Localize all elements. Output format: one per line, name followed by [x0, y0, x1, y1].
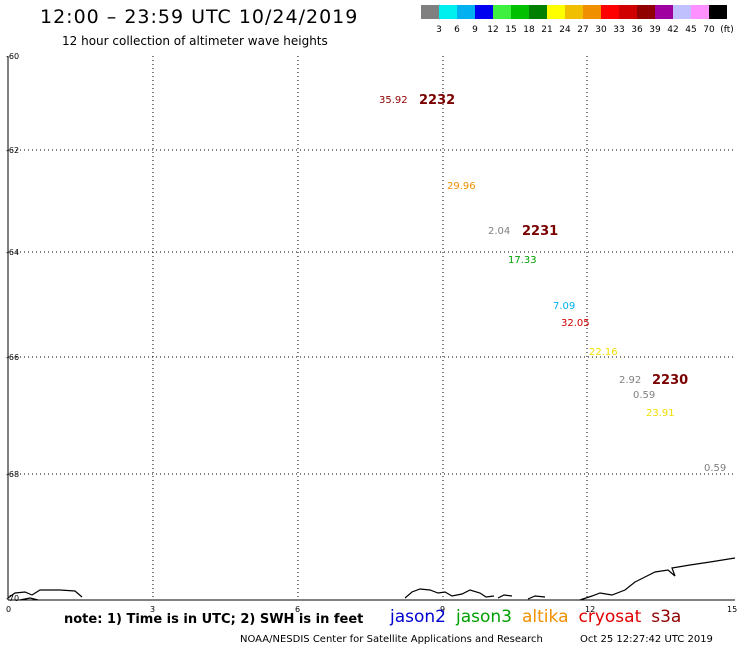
latitude-tick-label: -64 — [6, 248, 20, 257]
wave-height-observation: 0.59 — [704, 463, 727, 474]
longitude-tick-label: 12 — [585, 605, 596, 614]
legend-swatch — [619, 5, 637, 19]
map-title: 12:00 – 23:59 UTC 10/24/2019 — [40, 6, 359, 28]
legend-label: 15 — [505, 25, 517, 35]
credit-text: NOAA/NESDIS Center for Satellite Applica… — [240, 634, 543, 645]
legend-label: 27 — [577, 25, 589, 35]
wave-height-observation: 0.59 — [633, 390, 656, 401]
legend-label: 42 — [667, 25, 679, 35]
legend-swatch — [655, 5, 673, 19]
wave-height-observation: 23.91 — [646, 408, 675, 419]
legend-label: (ft) — [720, 25, 734, 35]
legend-swatch — [547, 5, 565, 19]
footer-note: note: 1) Time is in UTC; 2) SWH is in fe… — [64, 612, 364, 627]
latitude-tick-label: -62 — [6, 146, 20, 155]
legend-label: 18 — [523, 25, 535, 35]
legend-label: 6 — [454, 25, 460, 35]
legend-swatch — [583, 5, 601, 19]
legend-swatch — [529, 5, 547, 19]
satellite-name: altika — [522, 607, 569, 627]
legend-label: 24 — [559, 25, 571, 35]
generated-timestamp: Oct 25 12:27:42 UTC 2019 — [580, 634, 713, 645]
wave-height-observation: 35.92 — [379, 95, 408, 106]
wave-height-observation: 22.16 — [589, 347, 618, 358]
longitude-tick-label: 6 — [295, 605, 301, 614]
latitude-tick-label: -60 — [6, 52, 20, 61]
legend-swatch — [457, 5, 475, 19]
satellite-name: s3a — [651, 607, 682, 627]
wave-height-observation: 17.33 — [508, 255, 537, 266]
legend-swatch — [421, 5, 439, 19]
longitude-tick-label: 0 — [6, 605, 12, 614]
legend-swatch — [709, 5, 727, 19]
wave-height-observation: 2.92 — [619, 375, 642, 386]
pass-time-label: 2232 — [419, 93, 456, 108]
legend-label: 3 — [436, 25, 442, 35]
legend-label: 21 — [541, 25, 553, 35]
latitude-tick-label: -68 — [6, 470, 20, 479]
wave-height-observation: 29.96 — [447, 181, 476, 192]
legend-label: 39 — [649, 25, 661, 35]
legend-swatch — [691, 5, 709, 19]
coastline — [7, 557, 736, 601]
wave-height-observation: 2.04 — [488, 226, 511, 237]
satellite-name: jason2 — [390, 607, 446, 627]
legend-label: 45 — [685, 25, 697, 35]
satellite-name: cryosat — [578, 607, 642, 627]
legend-label: 36 — [631, 25, 643, 35]
legend-swatch — [439, 5, 457, 19]
legend-label: 70 — [703, 25, 715, 35]
legend-swatch — [493, 5, 511, 19]
legend-label: 33 — [613, 25, 625, 35]
map-subtitle: 12 hour collection of altimeter wave hei… — [62, 34, 328, 48]
satellite-legend: jason2 jason3 altika cryosat s3a — [390, 607, 691, 627]
legend-swatch — [475, 5, 493, 19]
longitude-tick-label: 3 — [150, 605, 156, 614]
legend-swatch — [511, 5, 529, 19]
legend-label: 9 — [472, 25, 478, 35]
latitude-tick-label: -70 — [6, 594, 20, 603]
wave-height-observation: 32.05 — [561, 318, 590, 329]
legend-swatch — [601, 5, 619, 19]
pass-time-label: 2231 — [522, 224, 559, 239]
legend-swatch — [565, 5, 583, 19]
wave-height-observation: 7.09 — [553, 301, 576, 312]
legend-swatch — [673, 5, 691, 19]
pass-time-label: 2230 — [652, 373, 689, 388]
satellite-name: jason3 — [456, 607, 512, 627]
legend-label: 30 — [595, 25, 607, 35]
map-frame — [7, 56, 735, 601]
latitude-tick-label: -66 — [6, 353, 20, 362]
longitude-tick-label: 15 — [727, 605, 738, 614]
legend-swatch — [637, 5, 655, 19]
legend-label: 12 — [487, 25, 499, 35]
longitude-tick-label: 9 — [440, 605, 446, 614]
graticule — [8, 56, 735, 600]
